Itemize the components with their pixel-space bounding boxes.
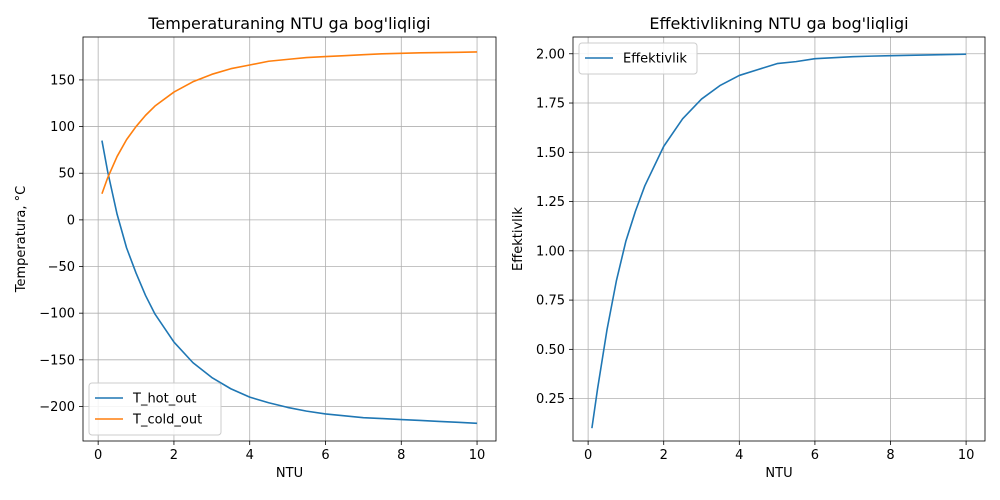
legend-label-t-hot-out: T_hot_out [132,392,197,407]
effectiveness-chart-xlabel: NTU [765,466,792,481]
x-tick-label: 0 [94,448,102,463]
temperature-chart-frame [82,36,497,442]
y-tick-label: 1.25 [536,195,565,210]
effectiveness-chart-ylabel: Effektivlik [511,207,526,271]
temperature-chart-xlabel: NTU [276,466,303,481]
y-tick-label: 1.50 [536,146,565,161]
y-tick-label: 2.00 [536,47,565,62]
x-tick-label: 10 [469,448,486,463]
y-tick-label: 150 [50,73,75,88]
legend-label-t-cold-out: T_cold_out [132,413,202,428]
series-line-effektivlik [591,53,967,429]
y-tick-label: 1.75 [536,97,565,112]
series-line-t-cold-out [101,51,478,195]
x-tick-label: 10 [958,448,975,463]
x-tick-label: 2 [170,448,178,463]
x-tick-label: 0 [584,448,592,463]
x-tick-label: 8 [397,448,405,463]
x-tick-label: 8 [886,448,894,463]
effectiveness-chart-lines [591,53,967,429]
y-tick-label: −100 [39,307,75,322]
temperature-chart: 0 2 4 6 8 10 −200 −150 −100 −50 0 50 100 150 Temperat… [14,14,497,481]
legend-label-effektivlik: Effektivlik [623,52,687,67]
series-line-t-hot-out [101,140,478,425]
y-tick-label: −200 [39,400,75,415]
y-tick-label: 0.25 [536,392,565,407]
temperature-chart-lines [101,51,478,425]
y-tick-label: −50 [48,260,75,275]
legend-box [88,382,222,436]
x-tick-label: 6 [811,448,819,463]
x-tick-label: 6 [321,448,329,463]
y-tick-label: −150 [39,353,75,368]
x-tick-label: 2 [660,448,668,463]
y-tick-label: 100 [50,120,75,135]
legend-box [578,42,698,75]
x-tick-label: 4 [246,448,254,463]
effectiveness-chart-ticks: 0 2 4 6 8 10 0.25 0.50 0.75 1.00 1.25 1.50 1.75 2.00 [536,47,974,463]
y-tick-label: 0.50 [536,343,565,358]
y-tick-label: 50 [58,167,75,182]
effectiveness-chart-legend: Effektivlik [578,42,698,75]
y-tick-label: 1.00 [536,244,565,259]
temperature-chart-legend: T_hot_out T_cold_out [88,382,222,436]
effectiveness-chart: 0 2 4 6 8 100.250.500.751.001.251.501.752.00 … [511,14,986,481]
effectiveness-chart-title: Effektivlikning NTU ga bog'liqligi [649,14,908,33]
temperature-chart-ylabel: Temperatura, °C [14,186,29,293]
effectiveness-chart-frame [572,36,986,442]
effectiveness-chart-grid [573,37,985,441]
x-tick-label: 4 [735,448,743,463]
y-tick-label: 0 [67,213,75,228]
temperature-chart-grid [83,37,496,441]
temperature-chart-ticks: 0 2 4 6 8 10 −200 −150 −100 −50 0 50 100 150 [39,73,485,463]
temperature-chart-title: Temperaturaning NTU ga bog'liqligi [147,14,430,33]
y-tick-label: 0.75 [536,294,565,309]
